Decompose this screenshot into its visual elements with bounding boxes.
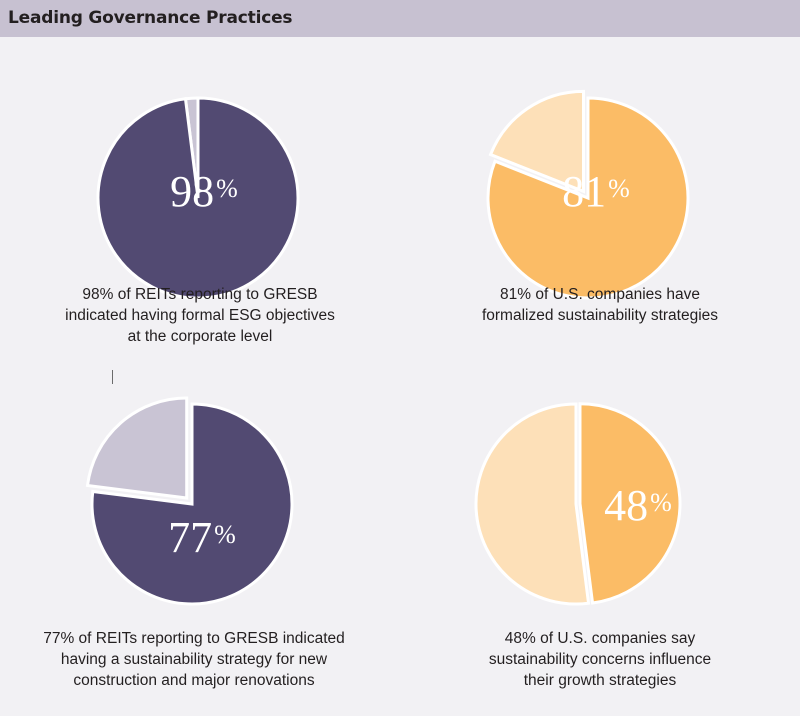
pie-slice-main: [90, 402, 294, 606]
caption-line: 48% of U.S. companies say: [504, 630, 696, 647]
pct-sign: %: [214, 520, 236, 549]
caption-line: sustainability concerns influence: [488, 651, 712, 668]
pie-chart-reits-strategy: [85, 396, 294, 606]
caption-line: indicated having formal ESG objectives: [65, 307, 335, 324]
caption-line: 98% of REITs reporting to GRESB: [82, 286, 318, 303]
pie-slice-remainder: [474, 402, 591, 606]
pct-number: 81: [562, 167, 607, 216]
page-title: Leading Governance Practices: [8, 8, 293, 28]
pie-caption: 77% of REITs reporting to GRESB indicate…: [0, 628, 394, 691]
pct-sign: %: [608, 174, 630, 203]
caption-line: at the corporate level: [127, 328, 273, 345]
caption-line: construction and major renovations: [73, 672, 315, 689]
divider-tick: [112, 370, 113, 384]
caption-line: 81% of U.S. companies have: [500, 286, 700, 303]
pie-slice-main: [96, 96, 300, 300]
header-bar: Leading Governance Practices: [0, 0, 800, 37]
pct-sign: %: [216, 174, 238, 203]
pie-caption: 98% of REITs reporting to GRESB indicate…: [0, 284, 400, 347]
pie-value-label: 81%: [496, 170, 696, 214]
pct-number: 98: [170, 167, 215, 216]
pie-slice-main: [486, 96, 690, 300]
pie-chart-reits-esg: [96, 96, 300, 300]
pie-value-label: 98%: [104, 170, 304, 214]
pct-sign: %: [650, 488, 672, 517]
pie-slice-remainder: [488, 89, 586, 194]
caption-line: 77% of REITs reporting to GRESB indicate…: [43, 630, 345, 647]
pie-panel-us-growth: 48% 48% of U.S. companies say sustainabi…: [400, 376, 800, 716]
pie-value-label: 48%: [538, 484, 738, 528]
pie-panel-reits-strategy: 77% 77% of REITs reporting to GRESB indi…: [0, 376, 400, 716]
pct-number: 48: [604, 481, 649, 530]
pie-caption: 48% of U.S. companies say sustainability…: [400, 628, 800, 691]
pie-value-label: 77%: [102, 516, 302, 560]
caption-line: having a sustainability strategy for new: [60, 651, 328, 668]
caption-line: formalized sustainability strategies: [481, 307, 719, 324]
caption-line: their growth strategies: [523, 672, 677, 689]
pie-chart-us-formalized: [486, 89, 690, 300]
pie-panel-reits-esg: 98% 98% of REITs reporting to GRESB indi…: [0, 40, 400, 380]
pie-slice-main: [578, 402, 682, 605]
pie-caption: 81% of U.S. companies have formalized su…: [400, 284, 800, 326]
pct-number: 77: [168, 513, 213, 562]
pie-chart-us-growth: [474, 402, 682, 606]
pie-slice-remainder: [85, 396, 189, 500]
pie-panel-us-formalized: 81% 81% of U.S. companies have formalize…: [400, 40, 800, 380]
